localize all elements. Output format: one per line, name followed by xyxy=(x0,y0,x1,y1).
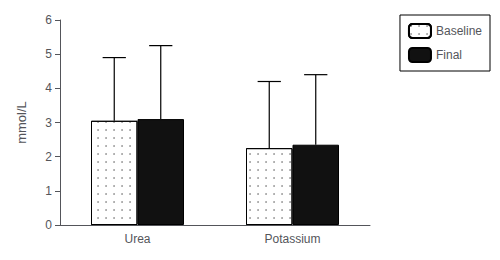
svg-text:Urea: Urea xyxy=(124,232,150,246)
svg-text:3: 3 xyxy=(45,116,52,130)
svg-text:4: 4 xyxy=(45,81,52,95)
svg-text:Potassium: Potassium xyxy=(264,232,320,246)
svg-text:6: 6 xyxy=(45,13,52,27)
svg-text:0: 0 xyxy=(45,218,52,232)
svg-text:mmol/L: mmol/L xyxy=(14,101,29,144)
svg-text:Baseline: Baseline xyxy=(436,24,482,38)
svg-text:1: 1 xyxy=(45,184,52,198)
svg-text:Final: Final xyxy=(436,48,462,62)
svg-text:2: 2 xyxy=(45,150,52,164)
svg-text:5: 5 xyxy=(45,47,52,61)
